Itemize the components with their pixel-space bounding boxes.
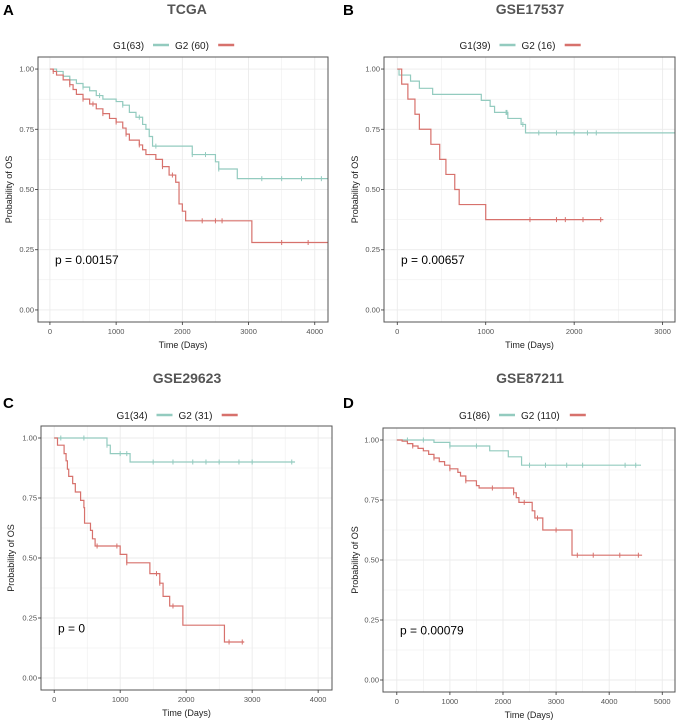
y-tick-label: 0.75 [19, 125, 34, 134]
x-tick-label: 4000 [601, 697, 618, 706]
survival-curve-g1 [396, 439, 642, 466]
x-tick-label: 5000 [654, 697, 671, 706]
x-tick-label: 1000 [442, 697, 459, 706]
y-tick-label: 0.00 [364, 676, 379, 685]
y-tick-label: 0.50 [365, 185, 380, 194]
y-tick-label: 0.75 [22, 494, 37, 503]
survival-curve-g2 [54, 437, 245, 643]
x-tick-label: 0 [395, 697, 399, 706]
legend-label-g2: G2 (31) [179, 411, 213, 422]
x-axis-label: Time (Days) [162, 708, 211, 718]
x-tick-label: 3000 [654, 327, 671, 336]
x-tick-label: 2000 [174, 327, 191, 336]
survival-curve-g1 [49, 68, 328, 180]
panel-C: C GSE29623 G1(34) G2 (31) 0.00 0.25 0.50 0.75 1.… [3, 370, 333, 718]
x-axis-label: Time (Days) [505, 710, 554, 720]
y-tick-label: 1.00 [19, 65, 34, 74]
survival-curve-g1 [54, 437, 296, 463]
panel-letter: A [3, 2, 14, 19]
y-axis-label: Probability of OS [350, 156, 360, 224]
y-tick-label: 0.50 [22, 554, 37, 563]
y-tick-label: 0.50 [364, 556, 379, 565]
x-axis-label: Time (Days) [159, 340, 208, 350]
chart-title: GSE87211 [496, 370, 564, 386]
legend: G1(34) G2 (31) [117, 411, 238, 422]
y-tick-label: 0.25 [364, 616, 379, 625]
x-tick-label: 3000 [240, 327, 257, 336]
survival-curve-g2 [397, 68, 604, 221]
y-tick-label: 0.00 [365, 305, 380, 314]
x-tick-label: 0 [395, 327, 399, 336]
survival-curve-g1 [397, 68, 675, 134]
p-value: p = 0.00157 [55, 253, 119, 267]
survival-curve-g2 [49, 68, 328, 244]
x-tick-label: 4000 [310, 695, 327, 704]
x-axis-label: Time (Days) [505, 340, 554, 350]
legend: G1(39) G2 (16) [460, 41, 581, 52]
x-tick-label: 1000 [477, 327, 494, 336]
legend: G1(63) G2 (60) [113, 41, 235, 52]
panel-B: B GSE17537 G1(39) G2 (16) 0.00 0.25 0.50 0.75 1.… [343, 1, 676, 350]
x-tick-label: 2000 [495, 697, 512, 706]
y-axis-label: Probability of OS [350, 526, 360, 594]
y-tick-label: 0.75 [364, 496, 379, 505]
survival-curve-g2 [396, 439, 643, 556]
x-tick-label: 2000 [178, 695, 195, 704]
p-value: p = 0.00657 [401, 253, 465, 267]
x-tick-label: 2000 [566, 327, 583, 336]
y-tick-label: 0.00 [22, 674, 37, 683]
x-tick-label: 0 [52, 695, 56, 704]
x-tick-label: 4000 [306, 327, 323, 336]
chart-title: GSE17537 [496, 1, 565, 17]
panel-letter: D [343, 395, 354, 412]
panel-D: D GSE87211 G1(86) G2 (110) 0.00 0.25 0.50 0.75 1… [343, 370, 676, 720]
gridlines [38, 57, 328, 322]
x-tick-label: 1000 [108, 327, 125, 336]
x-tick-label: 3000 [244, 695, 261, 704]
x-tick-label: 0 [48, 327, 52, 336]
panel-letter: B [343, 2, 354, 19]
legend-label-g1: G1(86) [459, 411, 490, 422]
legend-label-g1: G1(34) [117, 411, 148, 422]
y-tick-label: 0.50 [19, 185, 34, 194]
y-tick-label: 0.25 [365, 245, 380, 254]
legend-label-g2: G2 (110) [521, 411, 560, 422]
y-tick-label: 1.00 [365, 65, 380, 74]
gridlines [383, 428, 675, 692]
y-axis-label: Probability of OS [4, 156, 14, 224]
y-tick-label: 0.25 [22, 614, 37, 623]
x-tick-label: 3000 [548, 697, 565, 706]
p-value: p = 0 [58, 621, 85, 635]
x-tick-label: 1000 [112, 695, 129, 704]
panel-A: A TCGA G1(63) G2 (60) 0.00 0.25 0.50 0.75 1.00 0 1… [3, 1, 329, 350]
chart-title: GSE29623 [153, 370, 222, 386]
y-tick-label: 0.25 [19, 245, 34, 254]
chart-title: TCGA [167, 1, 207, 17]
y-tick-label: 1.00 [22, 434, 37, 443]
legend-label-g2: G2 (60) [175, 41, 209, 52]
gridlines [384, 57, 675, 322]
y-tick-label: 0.00 [19, 305, 34, 314]
panel-letter: C [3, 395, 14, 412]
p-value: p = 0.00079 [400, 623, 464, 637]
y-tick-label: 0.75 [365, 125, 380, 134]
y-tick-label: 1.00 [364, 436, 379, 445]
legend-label-g1: G1(39) [460, 41, 491, 52]
y-axis-label: Probability of OS [6, 524, 16, 592]
legend-label-g1: G1(63) [113, 41, 144, 52]
gridlines [41, 426, 332, 690]
legend-label-g2: G2 (16) [522, 41, 556, 52]
legend: G1(86) G2 (110) [459, 411, 586, 422]
